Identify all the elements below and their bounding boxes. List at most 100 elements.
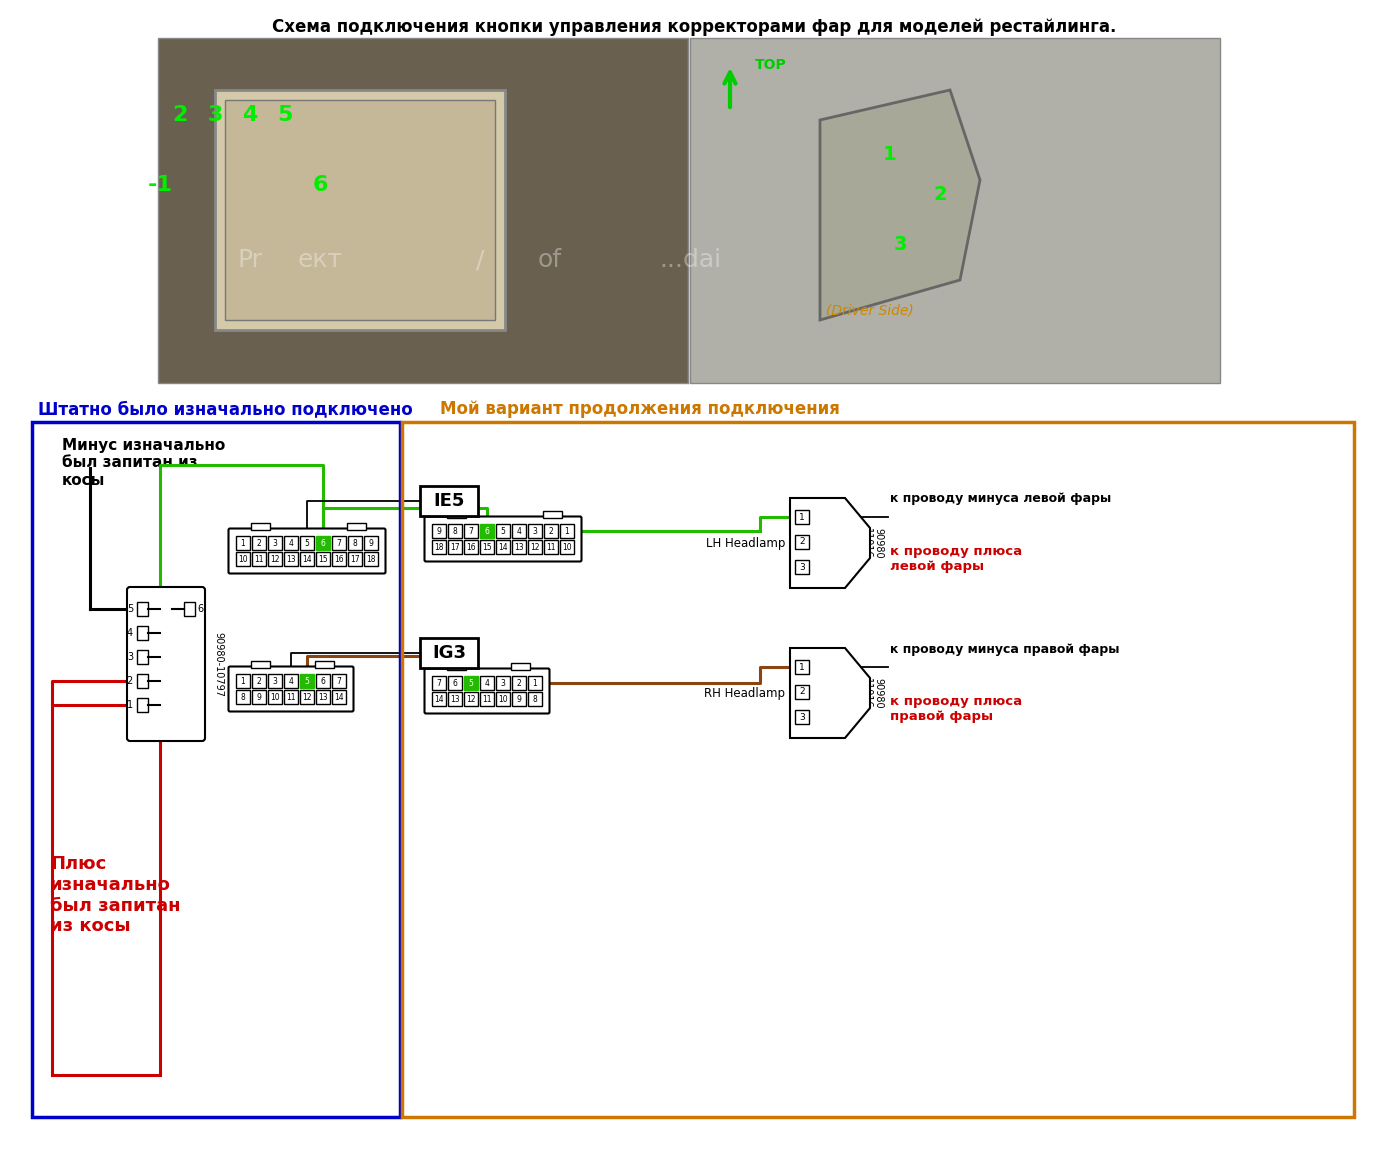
Bar bbox=[300, 674, 314, 688]
Bar bbox=[285, 690, 298, 704]
Bar bbox=[137, 674, 149, 688]
Text: 90980
11016: 90980 11016 bbox=[862, 677, 884, 708]
Bar bbox=[544, 540, 558, 554]
Text: Pr: Pr bbox=[237, 248, 262, 273]
Text: 4: 4 bbox=[126, 628, 133, 638]
Text: /: / bbox=[476, 248, 484, 273]
Text: 3: 3 bbox=[501, 678, 505, 688]
Bar bbox=[215, 90, 505, 330]
Text: 11: 11 bbox=[254, 554, 264, 564]
Bar bbox=[690, 38, 1220, 383]
Text: 4: 4 bbox=[484, 678, 490, 688]
Text: LH Headlamp: LH Headlamp bbox=[705, 537, 786, 550]
Bar bbox=[432, 540, 446, 554]
Text: 4: 4 bbox=[289, 676, 293, 685]
Text: 5: 5 bbox=[304, 676, 310, 685]
Bar bbox=[285, 536, 298, 550]
Bar bbox=[480, 676, 494, 690]
Text: 18: 18 bbox=[434, 543, 444, 552]
Text: 14: 14 bbox=[434, 695, 444, 704]
Bar bbox=[559, 524, 575, 538]
Text: TOP: TOP bbox=[755, 58, 787, 72]
Text: 3: 3 bbox=[894, 236, 906, 254]
Text: 12: 12 bbox=[530, 543, 540, 552]
Bar bbox=[285, 552, 298, 566]
Bar bbox=[347, 523, 366, 530]
Text: 10: 10 bbox=[562, 543, 572, 552]
Text: к проводу плюса
левой фары: к проводу плюса левой фары bbox=[890, 545, 1022, 573]
Text: -1: -1 bbox=[147, 175, 172, 196]
Bar bbox=[236, 674, 250, 688]
Text: 12: 12 bbox=[303, 692, 312, 702]
Bar bbox=[511, 664, 530, 670]
Text: 5: 5 bbox=[126, 604, 133, 614]
Text: 15: 15 bbox=[318, 554, 328, 564]
Bar bbox=[432, 524, 446, 538]
Bar bbox=[300, 536, 314, 550]
Text: 4: 4 bbox=[243, 105, 258, 125]
Text: Минус изначально
был запитан из
косы: Минус изначально был запитан из косы bbox=[62, 438, 225, 488]
Text: 16: 16 bbox=[466, 543, 476, 552]
FancyBboxPatch shape bbox=[229, 667, 354, 712]
Text: 2: 2 bbox=[257, 538, 261, 547]
Text: 2: 2 bbox=[548, 527, 554, 536]
Text: 12: 12 bbox=[271, 554, 280, 564]
Text: 1: 1 bbox=[799, 662, 805, 672]
Bar bbox=[447, 664, 466, 670]
Bar bbox=[253, 674, 266, 688]
Text: 13: 13 bbox=[450, 695, 459, 704]
Bar bbox=[795, 710, 809, 724]
Bar bbox=[795, 560, 809, 574]
Bar bbox=[464, 676, 477, 690]
Text: 3: 3 bbox=[272, 538, 278, 547]
Text: 5: 5 bbox=[278, 105, 293, 125]
Bar bbox=[316, 552, 330, 566]
Polygon shape bbox=[820, 90, 980, 320]
Bar bbox=[480, 540, 494, 554]
Bar bbox=[137, 601, 149, 616]
Bar bbox=[432, 692, 446, 706]
Bar bbox=[268, 674, 282, 688]
Bar bbox=[268, 690, 282, 704]
Bar bbox=[236, 552, 250, 566]
Text: 1: 1 bbox=[883, 146, 897, 164]
Text: 6: 6 bbox=[321, 538, 325, 547]
Bar bbox=[432, 676, 446, 690]
Text: Плюс
изначально
был запитан
из косы: Плюс изначально был запитан из косы bbox=[50, 854, 180, 935]
Text: 13: 13 bbox=[318, 692, 328, 702]
Text: 1: 1 bbox=[533, 678, 537, 688]
Bar bbox=[348, 536, 362, 550]
Bar bbox=[332, 690, 346, 704]
Bar bbox=[316, 674, 330, 688]
Text: 5: 5 bbox=[501, 527, 505, 536]
Bar bbox=[251, 523, 271, 530]
Text: 1: 1 bbox=[126, 700, 133, 710]
Text: ект: ект bbox=[297, 248, 343, 273]
Bar bbox=[795, 685, 809, 699]
Text: 2: 2 bbox=[799, 688, 805, 697]
Bar bbox=[496, 524, 509, 538]
Bar bbox=[137, 698, 149, 712]
Text: 2: 2 bbox=[799, 537, 805, 546]
Text: 15: 15 bbox=[482, 543, 491, 552]
Bar bbox=[559, 540, 575, 554]
Text: 9: 9 bbox=[257, 692, 261, 702]
Text: 1: 1 bbox=[240, 676, 246, 685]
Bar bbox=[512, 524, 526, 538]
Bar bbox=[225, 100, 496, 320]
Bar bbox=[448, 540, 462, 554]
Text: 7: 7 bbox=[336, 538, 341, 547]
Bar bbox=[527, 524, 541, 538]
Polygon shape bbox=[790, 498, 870, 588]
Bar bbox=[464, 524, 477, 538]
Text: 14: 14 bbox=[303, 554, 312, 564]
Bar bbox=[512, 692, 526, 706]
Text: 11: 11 bbox=[482, 695, 491, 704]
FancyBboxPatch shape bbox=[229, 529, 386, 574]
Text: 2: 2 bbox=[516, 678, 522, 688]
Text: Схема подключения кнопки управления корректорами фар для моделей рестайлинга.: Схема подключения кнопки управления корр… bbox=[272, 18, 1116, 36]
Bar bbox=[464, 692, 477, 706]
Text: 10: 10 bbox=[498, 695, 508, 704]
Text: 90980-10797: 90980-10797 bbox=[212, 631, 223, 697]
Text: 3: 3 bbox=[799, 713, 805, 721]
